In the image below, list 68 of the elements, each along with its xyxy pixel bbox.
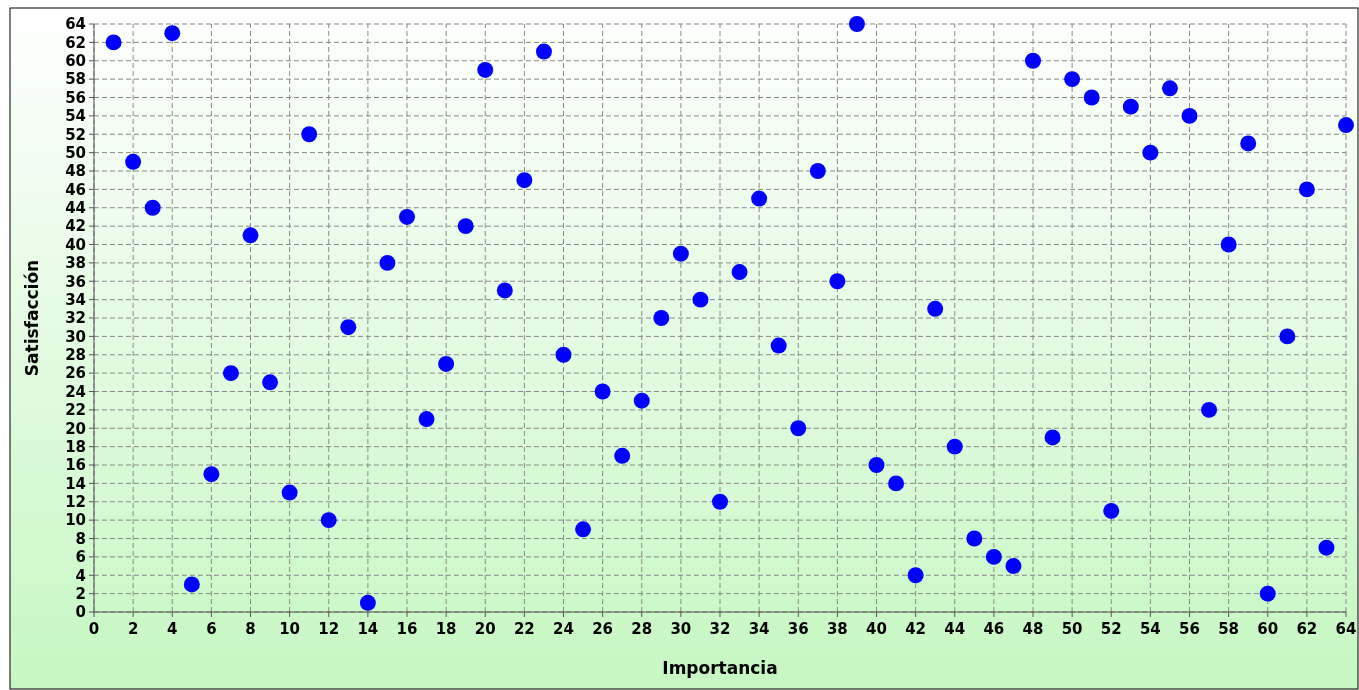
y-tick-label: 2 [75,584,86,603]
y-tick-label: 60 [65,52,86,70]
x-tick-label: 40 [866,620,887,638]
x-tick-label: 54 [1139,620,1161,638]
y-tick-label: 34 [65,290,86,309]
y-tick-label: 36 [65,272,86,291]
x-tick-label: 20 [474,620,496,638]
x-tick-label: 44 [944,620,966,638]
x-tick-label: 26 [592,620,614,638]
y-tick-label: 32 [65,309,86,328]
y-tick-label: 48 [65,162,86,181]
x-tick-label: 36 [787,620,809,638]
y-tick-label: 30 [65,327,86,346]
x-tick-label: 48 [1022,620,1044,638]
x-tick-label: 50 [1061,620,1083,638]
x-tick-label: 62 [1296,620,1318,638]
x-tick-label: 14 [357,620,379,638]
y-tick-label: 6 [75,548,86,567]
y-tick-label: 54 [65,107,86,126]
y-tick-label: 18 [65,437,86,456]
x-tick-label: 52 [1100,620,1122,638]
x-tick-label: 58 [1218,620,1240,638]
x-tick-label: 56 [1179,620,1200,638]
x-tick-label: 28 [631,620,653,638]
y-tick-label: 24 [65,382,86,401]
x-tick-label: 24 [553,620,574,638]
y-tick-label: 64 [65,15,86,34]
y-tick-label: 28 [65,346,86,364]
x-tick-label: 38 [826,620,848,638]
y-tick-label: 22 [65,401,86,420]
y-tick-label: 58 [65,70,86,89]
y-tick-label: 0 [75,603,86,622]
y-tick-label: 50 [65,143,86,162]
x-tick-label: 16 [396,620,418,638]
x-tick-label: 0 [88,620,100,638]
y-axis-title: Satisfacción [22,259,42,377]
x-tick-label: 30 [670,620,692,638]
x-tick-label: 4 [167,620,178,638]
y-tick-label: 52 [65,125,86,144]
y-tick-label: 42 [65,217,86,236]
y-tick-label: 16 [65,456,86,475]
y-tick-label: 40 [65,235,86,254]
y-tick-label: 38 [65,254,86,273]
y-tick-label: 26 [65,364,86,383]
x-tick-label: 8 [245,620,256,638]
x-tick-label: 2 [127,620,139,638]
x-tick-label: 64 [1335,620,1357,638]
y-tick-label: 62 [65,33,86,52]
x-tick-label: 22 [513,620,535,638]
x-tick-label: 18 [435,620,457,638]
y-tick-label: 12 [65,493,86,511]
x-tick-label: 46 [983,620,1005,638]
x-tick-label: 12 [318,620,340,638]
y-tick-label: 10 [65,511,86,530]
y-tick-label: 56 [65,88,86,107]
y-tick-label: 20 [65,419,86,438]
x-tick-label: 34 [748,620,770,638]
x-tick-label: 6 [206,620,217,638]
x-tick-label: 60 [1257,620,1279,638]
x-tick-label: 32 [709,620,731,638]
y-tick-label: 46 [65,180,86,199]
y-tick-label: 8 [75,529,86,548]
y-tick-label: 44 [65,199,86,217]
y-tick-label: 14 [65,474,86,493]
x-axis-title: Importancia [662,658,778,678]
x-tick-label: 42 [905,620,927,638]
y-tick-label: 4 [75,566,86,585]
x-tick-label: 10 [279,620,301,638]
